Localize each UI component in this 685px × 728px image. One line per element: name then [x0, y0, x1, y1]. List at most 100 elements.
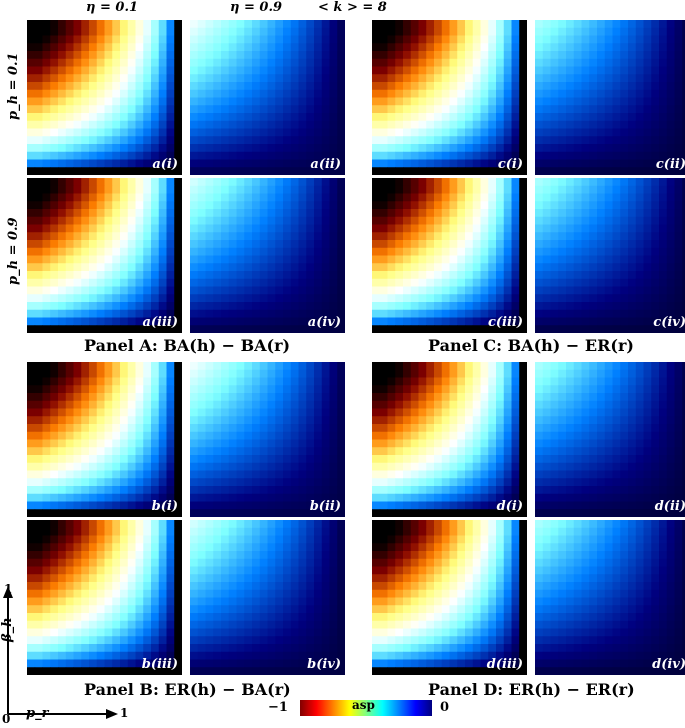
heatmap-cell [135, 416, 144, 425]
heatmap-cell [174, 317, 182, 326]
heatmap-cell [682, 89, 685, 98]
heatmap-cell [143, 651, 152, 660]
heatmap-cell [65, 232, 74, 241]
heatmap-cell [449, 193, 458, 202]
heatmap-cell [643, 74, 652, 83]
heatmap-cell [682, 209, 685, 218]
heatmap-cell [81, 58, 90, 67]
heatmap-cell [535, 185, 544, 194]
heatmap-cell [42, 167, 51, 175]
heatmap-cell [395, 294, 404, 303]
heatmap-cell [267, 431, 276, 440]
heatmap-cell [372, 178, 381, 187]
heatmap-cell [42, 439, 51, 448]
heatmap-cell [135, 201, 144, 210]
heatmap-cell [480, 185, 489, 194]
heatmap-cell [213, 159, 222, 168]
heatmap-cell [337, 651, 345, 660]
heatmap-cell [96, 82, 105, 91]
heatmap-cell [480, 201, 489, 210]
heatmap-cell [283, 667, 292, 675]
heatmap-cell [65, 263, 74, 272]
heatmap-cell [275, 620, 284, 629]
heatmap-cell [387, 82, 396, 91]
heatmap-cell [104, 309, 113, 318]
heatmap-cell [290, 478, 299, 487]
heatmap-cell [205, 247, 214, 256]
heatmap-cell [81, 240, 90, 249]
heatmap-cell [511, 20, 520, 29]
heatmap-cell [174, 144, 182, 153]
heatmap-cell [306, 136, 315, 145]
heatmap-cell [228, 620, 237, 629]
heatmap-cell [213, 20, 222, 29]
heatmap-cell [550, 193, 559, 202]
heatmap-cell [228, 120, 237, 129]
heatmap-cell [620, 144, 629, 153]
heatmap-svg [372, 178, 527, 333]
heatmap-cell [221, 659, 230, 668]
heatmap-cell [298, 416, 307, 425]
heatmap-cell [329, 240, 338, 249]
heatmap-cell [143, 302, 152, 311]
heatmap-cell [127, 416, 136, 425]
heatmap-cell [236, 369, 245, 378]
heatmap-cell [158, 185, 167, 194]
heatmap-cell [298, 286, 307, 295]
heatmap-cell [449, 278, 458, 287]
heatmap-cell [104, 105, 113, 114]
heatmap-cell [457, 294, 466, 303]
heatmap-cell [213, 613, 222, 622]
heatmap-cell [503, 51, 512, 60]
heatmap-cell [27, 605, 36, 614]
heatmap-cell [81, 613, 90, 622]
heatmap-cell [283, 193, 292, 202]
heatmap-cell [158, 574, 167, 583]
heatmap-cell [50, 574, 59, 583]
heatmap-cell [337, 201, 345, 210]
heatmap-cell [519, 97, 527, 106]
heatmap-cell [379, 159, 388, 168]
heatmap-cell [267, 278, 276, 287]
heatmap-cell [643, 167, 652, 175]
heatmap-cell [581, 144, 590, 153]
heatmap-cell [34, 369, 43, 378]
heatmap-cell [418, 393, 427, 402]
heatmap-cell [643, 193, 652, 202]
heatmap-cell [197, 128, 206, 137]
heatmap-cell [104, 400, 113, 409]
heatmap-cell [34, 667, 43, 675]
heatmap-cell [244, 247, 253, 256]
heatmap-cell [418, 89, 427, 98]
heatmap-cell [166, 582, 175, 591]
heatmap-cell [472, 255, 481, 264]
heatmap-cell [252, 628, 261, 637]
heatmap-cell [221, 620, 230, 629]
heatmap-cell [158, 620, 167, 629]
heatmap-cell [205, 66, 214, 75]
heatmap-cell [143, 478, 152, 487]
heatmap-cell [221, 278, 230, 287]
heatmap-cell [50, 193, 59, 202]
heatmap-cell [34, 309, 43, 318]
heatmap-cell [27, 527, 36, 536]
heatmap-cell [298, 302, 307, 311]
heatmap-cell [104, 27, 113, 36]
heatmap-cell [651, 120, 660, 129]
heatmap-cell [42, 620, 51, 629]
heatmap-cell [213, 89, 222, 98]
heatmap-cell [112, 185, 121, 194]
heatmap-cell [197, 439, 206, 448]
heatmap-cell [50, 201, 59, 210]
heatmap-cell [628, 97, 637, 106]
heatmap-cell [321, 294, 330, 303]
heatmap-cell [259, 201, 268, 210]
heatmap-cell [503, 105, 512, 114]
heatmap-cell [158, 470, 167, 479]
heatmap-cell [372, 20, 381, 29]
heatmap-cell [298, 597, 307, 606]
heatmap-cell [496, 144, 505, 153]
heatmap-cell [166, 628, 175, 637]
heatmap-cell [372, 416, 381, 425]
heatmap-cell [27, 628, 36, 637]
